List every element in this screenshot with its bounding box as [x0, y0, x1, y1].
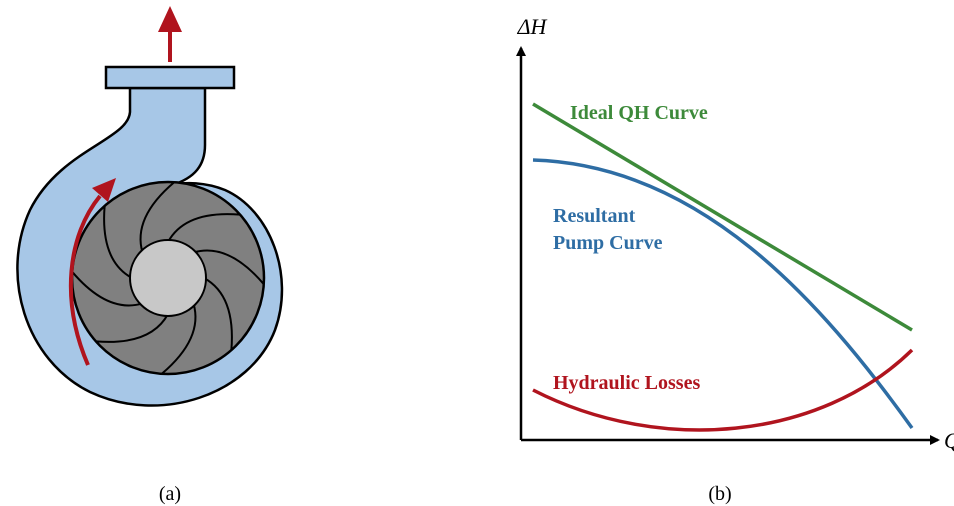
x-axis-label: Q [944, 428, 954, 453]
pump-drawing [17, 6, 282, 406]
outlet-arrow-head [158, 6, 182, 32]
caption: (a) [159, 483, 181, 505]
curve-label: Resultant [553, 205, 636, 227]
curve-label: Pump Curve [553, 232, 663, 254]
hub [130, 240, 206, 316]
flange [106, 67, 234, 88]
figure: (a) ΔH Q Ideal QH Curve Resultant Pump C… [0, 0, 954, 506]
y-axis-label: ΔH [517, 14, 548, 39]
curve-label: Ideal QH Curve [570, 102, 708, 124]
caption: (b) [708, 483, 731, 505]
chart-b: ΔH Q Ideal QH Curve Resultant Pump Curve… [517, 14, 954, 453]
curve-label: Hydraulic Losses [553, 372, 700, 394]
